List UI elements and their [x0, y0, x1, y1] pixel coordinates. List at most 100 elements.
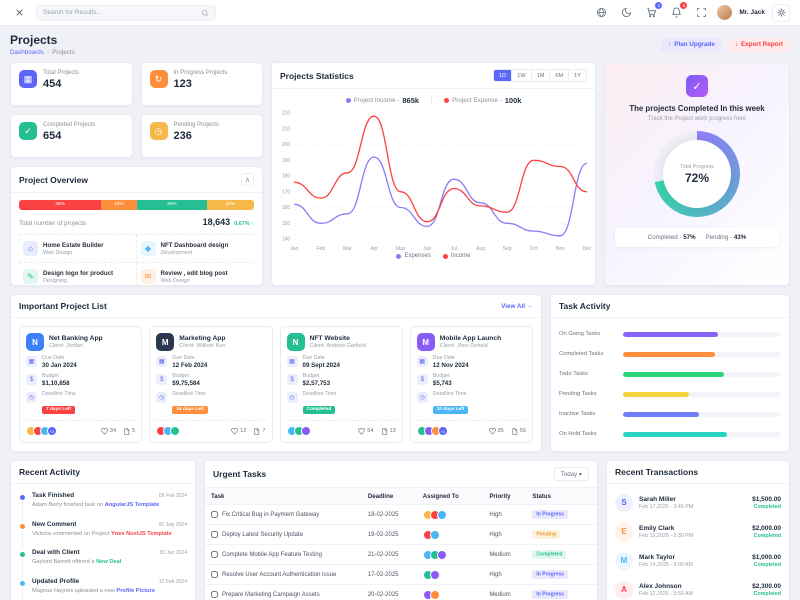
activity-text: Magnus Haynes uploaded a new Profile Pic… [32, 587, 155, 594]
project-card[interactable]: M Mobile App Launch Client: Jhon Donald … [409, 326, 533, 443]
dark-mode-moon-icon[interactable] [617, 4, 635, 22]
task-activity-label: On Going Tasks [559, 331, 601, 337]
files-count[interactable]: 5 [123, 427, 135, 435]
task-checkbox[interactable] [211, 531, 218, 538]
overview-item-name: NFT Dashboard design [160, 241, 229, 249]
page-title: Projects [10, 33, 58, 47]
project-cards: N Net Banking App Client: Jordan ▦ Due D… [11, 318, 541, 451]
activity-link[interactable]: New Deal [96, 559, 122, 566]
notifications-bell-icon[interactable]: 5 [667, 1, 688, 22]
nft-icon: ◆ [140, 241, 156, 256]
statistics-line-chart: 140 150 160 170 180 190 200 210 220 Jan Feb Mar Apr M… [282, 111, 592, 252]
files-count[interactable]: 13 [381, 427, 396, 435]
recent-activity-card: Recent Activity Task Finished 09 Feb 202… [10, 460, 196, 600]
settings-gear-icon[interactable] [772, 3, 790, 22]
table-row[interactable]: Resolve User Account Authentication Issu… [205, 564, 597, 585]
activity-date: 12 Feb 2024 [158, 578, 187, 585]
svg-text:Oct: Oct [530, 246, 538, 252]
task-checkbox[interactable] [211, 571, 218, 578]
view-all-link[interactable]: View All → [501, 302, 533, 310]
table-row[interactable]: Fix Critical Bug in Payment Gateway 18-0… [205, 504, 597, 525]
table-row[interactable]: Deploy Latest Security Update 19-02-2025… [205, 524, 597, 545]
timeline-dot-icon [19, 579, 26, 587]
task-activity-card: Task Activity On Going Tasks Completed T… [550, 294, 790, 452]
transaction-item[interactable]: A Alex Johnson Feb 12,2025 - 5:55 AM $2,… [607, 575, 789, 600]
activity-link[interactable]: Profile Picture [116, 587, 155, 594]
sidebar-toggle-icon[interactable] [10, 4, 28, 22]
transaction-item[interactable]: S Sarah Miller Feb 17,2025 - 3:45 PM $1,… [607, 488, 789, 517]
breadcrumb-dashboards[interactable]: Dashboards [10, 49, 44, 56]
breadcrumb-current: Projects [52, 49, 75, 56]
range-button-1y[interactable]: 1Y [568, 70, 586, 81]
important-project-list-card: Important Project List View All → N Net … [10, 294, 542, 452]
avatar-more: +2 [47, 426, 57, 436]
task-title: Fix Critical Bug in Payment Gateway [222, 511, 320, 518]
assignee-avatars [422, 569, 478, 580]
likes-count[interactable]: 54 [358, 427, 374, 435]
task-activity-bar [623, 431, 728, 437]
range-button-1m[interactable]: 1M [530, 70, 550, 81]
timeline-dot-icon [19, 494, 26, 501]
blog-icon: ✉ [140, 269, 156, 284]
project-client: Client: Andrew Garfield [309, 343, 366, 349]
completed-value: 57% [683, 234, 696, 241]
completed-week-subtitle: Track the Project work progress here [647, 116, 747, 122]
likes-count[interactable]: 34 [101, 427, 116, 435]
overview-item: ◆ NFT Dashboard design Development [136, 235, 254, 263]
progress-segment: 30% [136, 200, 207, 210]
overview-item-category: Web Design [160, 277, 190, 284]
plan-upgrade-button[interactable]: ↑ Plan Upgrade [661, 37, 722, 52]
completed-week-title: The projects Completed In this week [629, 104, 765, 113]
range-button-1d[interactable]: 1D [494, 70, 512, 81]
task-checkbox[interactable] [211, 511, 218, 518]
kpi: Project Expense - 100k [431, 96, 533, 105]
task-checkbox[interactable] [211, 551, 218, 558]
activity-date: 05 July 2024 [158, 521, 187, 528]
stat-card: ↻ In Progress Projects 123 [140, 62, 263, 106]
activity-title: New Comment [32, 520, 77, 528]
language-globe-icon[interactable] [592, 4, 610, 22]
activity-link[interactable]: Ynex NuxtJS Template [110, 530, 172, 537]
task-checkbox[interactable] [211, 591, 218, 598]
table-row[interactable]: Prepare Marketing Campaign Assets 20-02-… [205, 584, 597, 600]
fullscreen-icon[interactable] [692, 4, 710, 22]
transaction-item[interactable]: E Emily Clark Feb 15,2025 - 2:30 PM $2,0… [607, 517, 789, 546]
cart-icon[interactable]: 1 [642, 1, 663, 22]
donut-value: 72% [684, 170, 710, 185]
collapse-icon[interactable]: ∧ [241, 173, 254, 186]
stat-cards: ▦ Total Projects 454 ↻ In Progress Proje… [10, 62, 263, 158]
range-button-1w[interactable]: 1W [511, 70, 531, 81]
activity-link[interactable]: AngularJS Template [104, 502, 160, 508]
task-activity-bar [623, 411, 699, 417]
files-count[interactable]: 56 [511, 427, 526, 435]
project-avatar: N [26, 333, 44, 351]
likes-count[interactable]: 12 [231, 427, 246, 435]
transaction-name: Emily Clark [639, 524, 675, 532]
stat-label: Total Projects [43, 70, 80, 76]
project-card[interactable]: N Net Banking App Client: Jordan ▦ Due D… [19, 326, 143, 443]
search-box[interactable] [36, 4, 216, 21]
range-selector: 1D 1W 1M 6M 1Y [493, 69, 587, 82]
likes-count[interactable]: 35 [488, 427, 504, 435]
svg-text:180: 180 [282, 174, 291, 180]
calendar-icon: ▦ [156, 356, 168, 367]
recent-activity-title: Recent Activity [19, 467, 81, 477]
assignee-avatars [422, 549, 478, 560]
search-input[interactable] [43, 9, 197, 16]
calendar-icon: ▦ [416, 356, 428, 367]
urgent-tasks-card: Urgent Tasks Today ▾ Task Deadline Assigne… [204, 460, 598, 600]
topbar: 1 5 Mr. Jack [0, 0, 800, 26]
project-card[interactable]: M Marketing App Client: Willium Kun ▦ Du… [149, 326, 273, 443]
user-avatar[interactable] [717, 5, 733, 20]
task-activity-row: Todo Tasks [559, 364, 781, 384]
files-count[interactable]: 7 [253, 427, 266, 435]
project-card[interactable]: N NFT Website Client: Andrew Garfield ▦ … [279, 326, 403, 443]
upgrade-arrow-icon: ↑ [668, 41, 672, 48]
budget-value: $1,10,858 [42, 380, 70, 387]
transaction-item[interactable]: M Mark Taylor Feb 14,2025 - 9:00 AM $1,0… [607, 546, 789, 575]
table-row[interactable]: Complete Mobile App Feature Testing 21-0… [205, 544, 597, 565]
range-button-6m[interactable]: 6M [549, 70, 569, 81]
export-report-button[interactable]: ↓ Export Report [727, 37, 790, 52]
today-filter-button[interactable]: Today ▾ [553, 467, 589, 481]
assignee-avatars [422, 509, 478, 520]
